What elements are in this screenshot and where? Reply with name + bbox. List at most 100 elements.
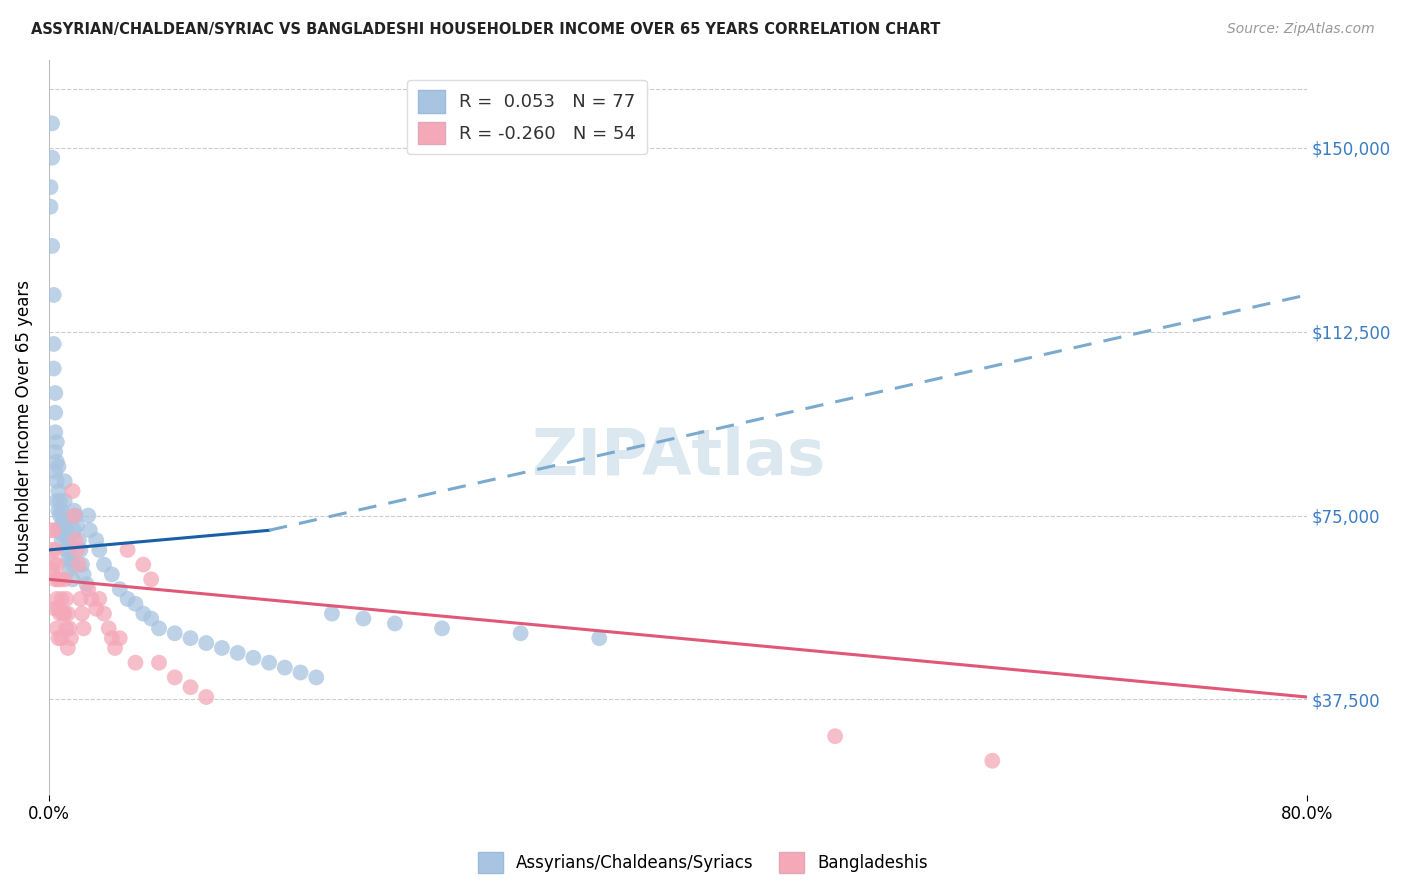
Point xyxy=(42,524,65,538)
Point xyxy=(39,200,62,214)
Point xyxy=(44,601,66,615)
Point xyxy=(824,729,846,743)
Point xyxy=(45,435,67,450)
Point xyxy=(49,607,72,621)
Point xyxy=(62,572,84,586)
Point xyxy=(55,542,77,557)
Point xyxy=(65,508,87,523)
Point xyxy=(108,631,131,645)
Point xyxy=(45,455,67,469)
Point xyxy=(77,582,100,596)
Point xyxy=(104,640,127,655)
Point xyxy=(45,621,67,635)
Point xyxy=(63,508,86,523)
Point xyxy=(42,337,65,351)
Point xyxy=(59,552,82,566)
Legend: R =  0.053   N = 77, R = -0.260   N = 54: R = 0.053 N = 77, R = -0.260 N = 54 xyxy=(406,79,647,154)
Text: ZIPAtlas: ZIPAtlas xyxy=(531,425,825,488)
Point xyxy=(55,591,77,606)
Point xyxy=(509,626,531,640)
Point xyxy=(58,562,80,576)
Point xyxy=(52,514,75,528)
Point xyxy=(48,484,70,499)
Point xyxy=(93,558,115,572)
Point xyxy=(117,542,139,557)
Point xyxy=(101,631,124,645)
Point xyxy=(124,597,146,611)
Point xyxy=(39,524,62,538)
Point xyxy=(257,656,280,670)
Point xyxy=(588,631,610,645)
Point xyxy=(384,616,406,631)
Point xyxy=(41,116,63,130)
Point xyxy=(58,542,80,557)
Point xyxy=(59,631,82,645)
Point xyxy=(63,524,86,538)
Point xyxy=(45,494,67,508)
Point xyxy=(49,572,72,586)
Point xyxy=(93,607,115,621)
Point xyxy=(290,665,312,680)
Point xyxy=(97,621,120,635)
Point xyxy=(53,494,76,508)
Point xyxy=(148,621,170,635)
Point xyxy=(195,636,218,650)
Point xyxy=(42,558,65,572)
Point xyxy=(124,656,146,670)
Point xyxy=(44,386,66,401)
Point xyxy=(53,514,76,528)
Point xyxy=(48,572,70,586)
Point xyxy=(42,288,65,302)
Text: Source: ZipAtlas.com: Source: ZipAtlas.com xyxy=(1227,22,1375,37)
Point xyxy=(72,621,94,635)
Point xyxy=(51,533,73,547)
Point xyxy=(44,445,66,459)
Point xyxy=(55,621,77,635)
Point xyxy=(211,640,233,655)
Point xyxy=(226,646,249,660)
Point xyxy=(49,494,72,508)
Point xyxy=(69,542,91,557)
Point xyxy=(62,484,84,499)
Point xyxy=(58,621,80,635)
Point xyxy=(141,572,163,586)
Point xyxy=(52,528,75,542)
Point xyxy=(148,656,170,670)
Point xyxy=(45,591,67,606)
Point xyxy=(321,607,343,621)
Point xyxy=(48,631,70,645)
Point xyxy=(49,508,72,523)
Point xyxy=(70,607,93,621)
Point xyxy=(55,524,77,538)
Point xyxy=(89,542,111,557)
Y-axis label: Householder Income Over 65 years: Householder Income Over 65 years xyxy=(15,280,32,574)
Point xyxy=(41,542,63,557)
Point xyxy=(39,180,62,194)
Point xyxy=(48,504,70,518)
Point xyxy=(53,572,76,586)
Point xyxy=(132,558,155,572)
Point xyxy=(274,660,297,674)
Point xyxy=(117,591,139,606)
Point xyxy=(48,524,70,538)
Text: ASSYRIAN/CHALDEAN/SYRIAC VS BANGLADESHI HOUSEHOLDER INCOME OVER 65 YEARS CORRELA: ASSYRIAN/CHALDEAN/SYRIAC VS BANGLADESHI … xyxy=(31,22,941,37)
Point xyxy=(41,151,63,165)
Point xyxy=(108,582,131,596)
Point xyxy=(163,670,186,684)
Point xyxy=(63,504,86,518)
Point xyxy=(56,607,79,621)
Point xyxy=(76,577,98,591)
Point xyxy=(70,558,93,572)
Point xyxy=(51,504,73,518)
Point xyxy=(42,361,65,376)
Point xyxy=(69,591,91,606)
Point xyxy=(179,631,201,645)
Point xyxy=(48,601,70,615)
Point xyxy=(72,567,94,582)
Point xyxy=(352,611,374,625)
Point xyxy=(48,459,70,474)
Point xyxy=(44,465,66,479)
Point xyxy=(45,558,67,572)
Point xyxy=(44,406,66,420)
Point xyxy=(45,475,67,489)
